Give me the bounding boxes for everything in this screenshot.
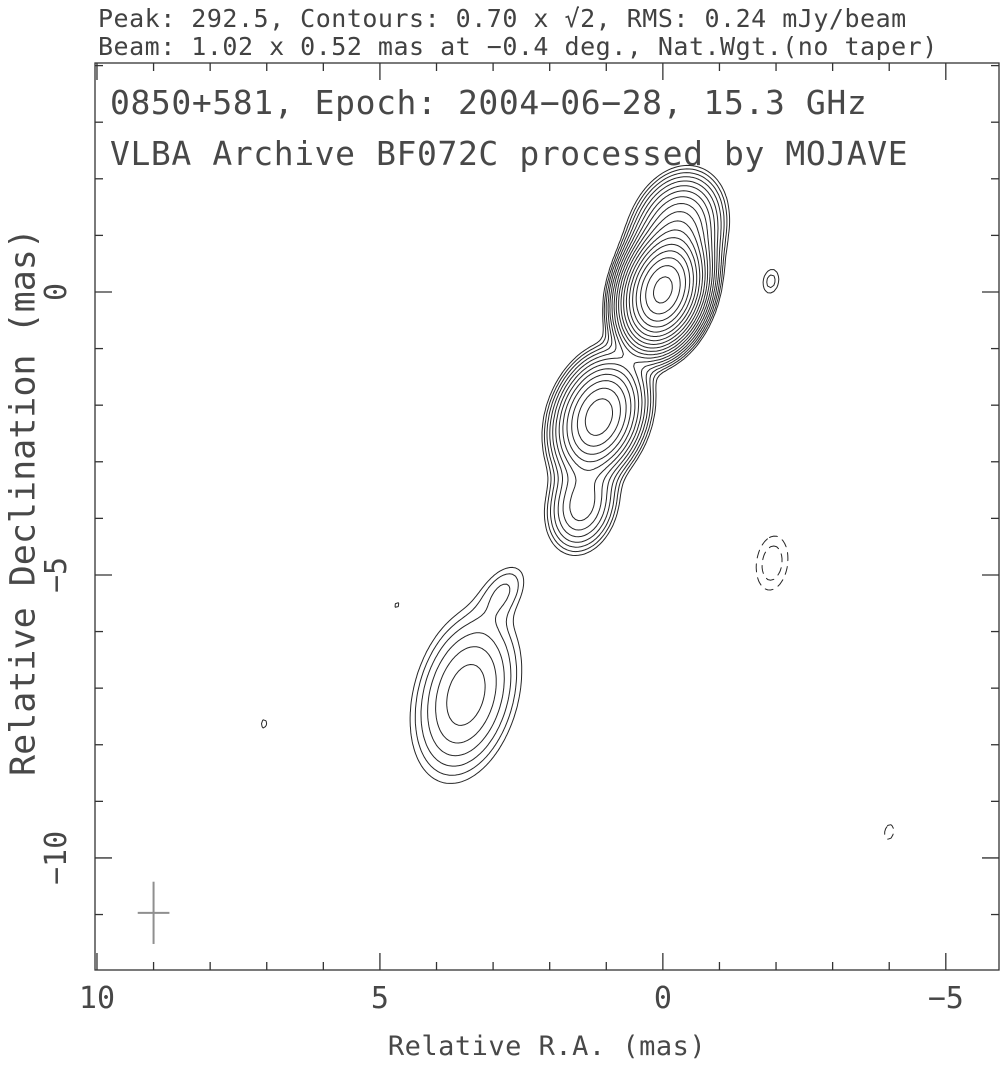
negative-contour-level-0 (755, 535, 895, 840)
x-tick-label: 5 (371, 981, 389, 1016)
positive-contour-level-16 (645, 265, 681, 315)
y-tick-label: −10 (39, 831, 74, 885)
positive-contour-level-12 (628, 237, 698, 337)
y-tick-label: −5 (39, 557, 74, 593)
positive-contour-level-6 (558, 190, 713, 522)
positive-contour-level-14 (635, 250, 691, 328)
beam-size-cross (137, 881, 170, 944)
positive-contour-level-15 (639, 257, 686, 322)
y-axis-label: Relative Declination (mas) (3, 228, 44, 776)
positive-contour-level-3 (427, 176, 722, 757)
header-peak-contours-rms: Peak: 292.5, Contours: 0.70 x √2, RMS: 0… (98, 4, 907, 33)
archive-credit-subtitle: VLBA Archive BF072C processed by MOJAVE (110, 134, 909, 173)
source-epoch-frequency-title: 0850+581, Epoch: 2004−06−28, 15.3 GHz (110, 83, 868, 122)
positive-contour-level-17 (653, 276, 673, 304)
positive-contour-level-1 (414, 168, 776, 776)
x-tick-label: 0 (654, 981, 672, 1016)
y-tick-label: 0 (39, 283, 74, 301)
positive-contour-level-9 (571, 211, 706, 455)
x-axis-label: Relative R.A. (mas) (387, 1031, 707, 1062)
positive-contour-level-5 (446, 185, 716, 726)
axis-ticks (95, 63, 999, 970)
header-beam-info: Beam: 1.02 x 0.52 mas at −0.4 deg., Nat.… (98, 32, 938, 61)
tick-labels: 10 5 0 −5 0 −5 −10 (39, 283, 964, 1016)
positive-contour-level-13 (632, 243, 694, 333)
positive-contour-level-8 (566, 203, 709, 463)
positive-contour-level-11 (584, 229, 701, 436)
positive-contour-level-0 (144, 97, 780, 784)
plot-frame (94, 62, 1000, 971)
positive-contour-level-2 (420, 172, 725, 767)
x-tick-label: 10 (79, 981, 115, 1016)
contour-layer (144, 97, 895, 840)
positive-contour-level-4 (435, 180, 719, 744)
x-tick-label: −5 (928, 981, 964, 1016)
negative-contour-level-1 (761, 545, 783, 581)
positive-contour-level-7 (562, 196, 711, 471)
positive-contour-level-10 (576, 220, 704, 447)
